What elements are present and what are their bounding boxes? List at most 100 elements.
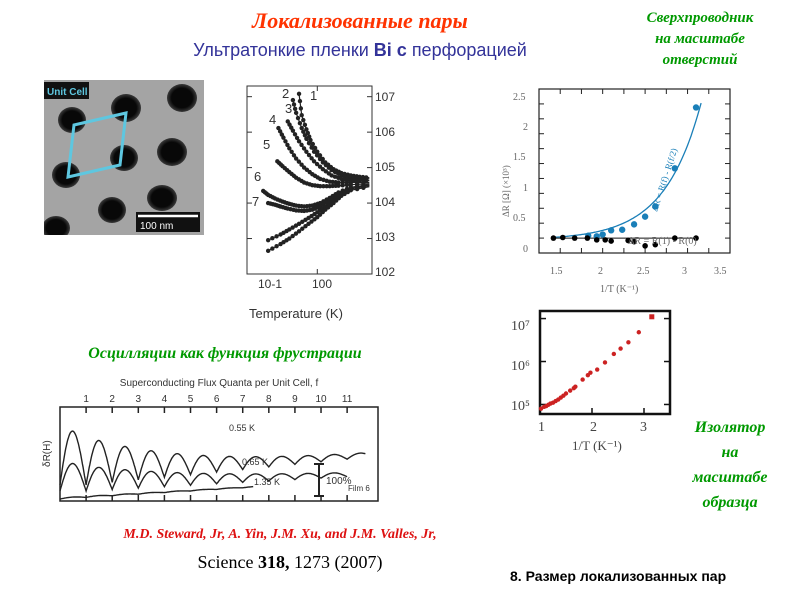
chart2-point <box>618 226 626 233</box>
chart1-point <box>329 167 334 173</box>
chart3-y-tick-label: 10⁶ <box>511 359 530 374</box>
chart4-series-line <box>59 462 348 494</box>
subtitle-text-2: перфорацией <box>406 40 527 60</box>
insulator-chart: 10⁷ 10⁶ 10⁵ 1 2 3 1/T (K⁻¹) <box>511 309 672 453</box>
chart1-y-tick-label: 107 <box>375 90 395 104</box>
chart1-point <box>290 233 295 239</box>
chart3-point <box>595 367 600 372</box>
insulator-label-line: образца <box>702 494 758 511</box>
unit-cell-label-bg <box>44 82 89 99</box>
chart2-y-tick-label: 1.5 <box>513 152 526 163</box>
chart2-point <box>652 203 659 210</box>
unit-cell-label: Unit Cell <box>47 87 88 98</box>
delta-r-chart: 2.5 2 1.5 1 0.5 0 1.5 2 2.5 3 3.5 1/T (K… <box>501 88 731 295</box>
chart1-point <box>289 149 294 154</box>
chart1-x-tick-label: 100 <box>312 277 332 291</box>
chart1-point <box>299 162 304 167</box>
chart2-x-tick-label: 1.5 <box>550 266 563 277</box>
chart2-point <box>631 238 637 245</box>
curve-label-1: 1 <box>310 88 317 103</box>
chart4-x-tick-label: 6 <box>214 394 220 405</box>
chart1-point <box>324 183 329 189</box>
chart1-point <box>321 183 326 189</box>
chart1-y-tick-label: 106 <box>375 125 395 139</box>
chart4-x-tick-label: 1 <box>83 394 89 405</box>
chart2-point <box>593 237 600 243</box>
chart1-point <box>304 149 309 154</box>
chart1-point <box>306 140 312 146</box>
chart1-point <box>300 219 305 225</box>
chart1-x-axis-title: Temperature (K) <box>249 306 343 321</box>
chart2-point <box>608 238 614 244</box>
chart1-point <box>291 153 297 158</box>
chart2-ticks <box>539 88 731 253</box>
chart1-point <box>306 221 311 227</box>
chart1-point <box>304 136 309 141</box>
chart1-point <box>317 164 323 169</box>
chart1-point <box>310 141 316 147</box>
chart1-point <box>304 127 309 132</box>
chart1-point <box>293 231 299 236</box>
chart4-x-tick-label: 2 <box>109 394 115 405</box>
chart2-point <box>630 221 638 228</box>
hole <box>157 138 187 166</box>
chart2-x-tick-label: 3.5 <box>714 266 727 277</box>
chart3-point <box>618 346 623 351</box>
chart4-x-tick-labels: 1 2 3 4 5 6 7 8 9 10 11 <box>83 394 352 405</box>
slide-title: Локализованные пары <box>252 8 468 33</box>
film-label: Film 6 <box>348 484 370 493</box>
chart2-point <box>571 235 578 241</box>
chart1-point <box>342 191 347 197</box>
chart1-point <box>290 97 296 103</box>
chart2-point <box>641 213 649 220</box>
chart1-point <box>283 139 288 144</box>
chart1-point <box>317 156 323 162</box>
superconductor-label-line: отверстий <box>662 52 738 68</box>
chart1-point <box>294 135 300 141</box>
chart1-point <box>265 237 271 243</box>
unit-cell-outline <box>66 111 128 179</box>
hole <box>147 185 177 211</box>
superconductor-label-line: на масштабе <box>655 31 745 47</box>
chart3-x-tick-label: 2 <box>590 420 597 435</box>
chart2-y-tick-label: 2 <box>523 122 528 133</box>
chart4-x-tick-label: 5 <box>188 394 194 405</box>
superconductor-label: Сверхпроводник на масштабе отверстий <box>615 8 785 71</box>
chart1-y-tick-labels: 107 106 105 104 103 102 <box>375 90 395 279</box>
chart1-point <box>296 221 302 227</box>
hole <box>52 162 80 188</box>
micrograph-holes <box>44 84 197 235</box>
chart2-x-tick-label: 2.5 <box>637 266 650 277</box>
chart1-point <box>276 125 281 131</box>
chart2-point <box>692 104 700 111</box>
journal-name: Science <box>197 552 258 572</box>
hole <box>44 216 70 235</box>
chart1-ticks <box>246 86 372 275</box>
chart3-point <box>649 314 655 320</box>
oscillations-heading: Осцилляции как функция фрустрации <box>88 345 362 362</box>
curve-label-6: 6 <box>254 169 261 184</box>
chart1-x-tick-label: 10-1 <box>258 277 282 291</box>
chart2-fit-curve <box>551 102 702 239</box>
chart1-point <box>296 91 302 97</box>
chart1-point <box>299 142 304 148</box>
authors: M.D. Steward, Jr, A. Yin, J.M. Xu, and J… <box>123 527 437 542</box>
scale-bar-label: 100% <box>326 476 352 487</box>
chart1-point <box>348 188 354 193</box>
chart1-point <box>297 121 303 126</box>
curve-label-2: 2 <box>282 86 289 101</box>
annotation-rf-rf2: ΔR = R(f) - R(f/2) <box>649 147 679 213</box>
chart1-point <box>303 224 308 229</box>
chart4-x-tick-label: 8 <box>266 394 272 405</box>
chart1-point <box>323 162 329 168</box>
chart1-point <box>311 159 317 164</box>
chart3-point <box>626 340 631 345</box>
chart3-point <box>611 351 617 357</box>
chart4-title: Superconducting Flux Quanta per Unit Cel… <box>120 378 319 389</box>
hole <box>167 84 197 112</box>
chart3-x-tick-label: 3 <box>640 420 647 435</box>
journal-volume: 318, <box>257 552 290 572</box>
chart1-point <box>342 177 347 182</box>
curve-label-4: 4 <box>269 112 276 127</box>
chart3-point <box>563 391 569 396</box>
